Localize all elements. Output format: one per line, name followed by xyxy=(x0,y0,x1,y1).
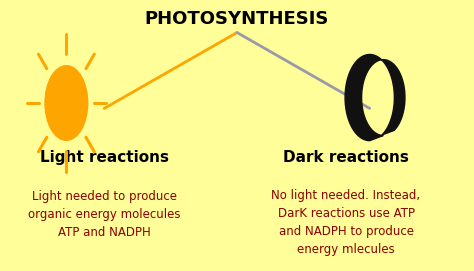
Text: No light needed. Instead,
DarK reactions use ATP
and NADPH to produce
energy mle: No light needed. Instead, DarK reactions… xyxy=(272,189,420,256)
Text: Dark reactions: Dark reactions xyxy=(283,150,409,165)
Text: Light needed to produce
organic energy molecules
ATP and NADPH: Light needed to produce organic energy m… xyxy=(28,190,181,238)
Text: PHOTOSYNTHESIS: PHOTOSYNTHESIS xyxy=(145,10,329,28)
Polygon shape xyxy=(345,54,405,141)
Text: Light reactions: Light reactions xyxy=(40,150,169,165)
Ellipse shape xyxy=(45,66,88,140)
